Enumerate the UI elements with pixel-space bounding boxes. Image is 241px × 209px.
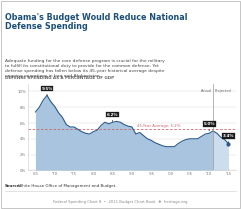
Text: 5.0%: 5.0% xyxy=(203,122,215,131)
Text: Source:: Source: xyxy=(5,184,22,188)
Text: Obama's Budget Would Reduce National: Obama's Budget Would Reduce National xyxy=(5,13,187,22)
Text: Defense Spending: Defense Spending xyxy=(5,22,87,31)
Text: 45-Year Average: 5.2%: 45-Year Average: 5.2% xyxy=(137,124,181,128)
Text: DEFENSE SPENDING AS A PERCENTAGE OF GDP: DEFENSE SPENDING AS A PERCENTAGE OF GDP xyxy=(5,76,114,80)
Text: Projected: Projected xyxy=(214,89,231,93)
Text: Adequate funding for the core defense program is crucial for the military
to ful: Adequate funding for the core defense pr… xyxy=(5,59,165,78)
Text: Actual: Actual xyxy=(201,89,212,93)
Text: 9.5%: 9.5% xyxy=(41,87,53,96)
Text: 3.4%: 3.4% xyxy=(223,134,234,144)
Text: Federal Spending Chart 8  •  2011 Budget Chart Book  ❖  heritage.org: Federal Spending Chart 8 • 2011 Budget C… xyxy=(53,200,188,204)
Text: White House Office of Management and Budget.: White House Office of Management and Bud… xyxy=(17,184,117,188)
Text: 6.2%: 6.2% xyxy=(107,113,118,121)
